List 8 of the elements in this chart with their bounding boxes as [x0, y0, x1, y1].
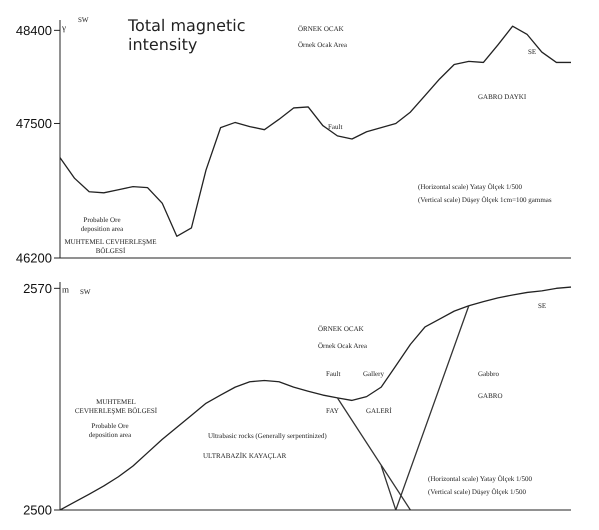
y-tick-label: 2500 — [23, 502, 52, 518]
y-axis-title: m — [62, 284, 70, 294]
y-tick-label: 47500 — [16, 116, 52, 132]
y-tick-label: 46200 — [16, 250, 52, 266]
chart-title: Total magnetic intensity — [128, 16, 246, 54]
y-axis-title: γ — [61, 22, 66, 32]
y-tick-label: 2570 — [23, 280, 52, 296]
y-tick-label: 48400 — [16, 22, 52, 38]
